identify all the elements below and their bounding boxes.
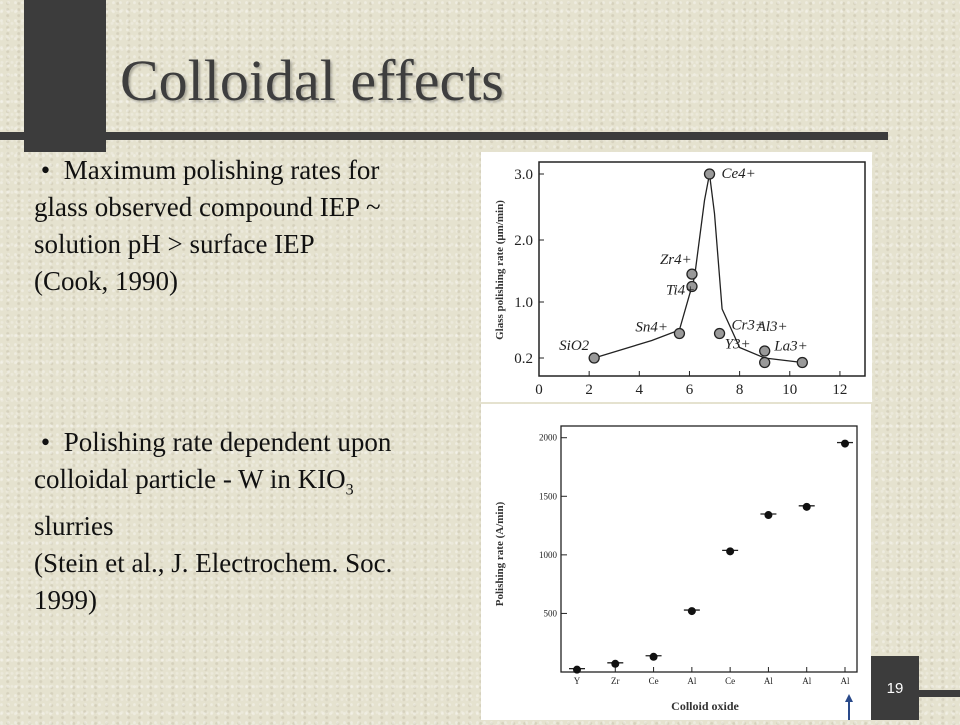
x-tick-label: Ce	[649, 676, 659, 686]
x-tick-label: 10	[782, 382, 797, 398]
data-point	[759, 345, 771, 357]
x-tick-label: Y	[574, 676, 581, 686]
bullet-2-text-2: colloidal particle - W in KIO	[34, 464, 346, 494]
y-tick-label: 1000	[539, 550, 558, 560]
bullet-2-line-3: slurries	[34, 511, 114, 542]
data-point	[841, 439, 849, 448]
point-label: Y3+	[725, 337, 751, 353]
bullet-2-line-2: colloidal particle - W in KIO3	[34, 461, 474, 508]
data-point	[649, 652, 658, 661]
plot-frame	[560, 425, 858, 673]
bullet-1-line-4: (Cook, 1990)	[34, 266, 178, 296]
x-tick-label: Al	[764, 676, 773, 686]
plot-frame	[538, 161, 866, 377]
data-point	[759, 356, 771, 369]
footer-accent-box	[871, 656, 919, 720]
y-axis-label: Glass polishing rate (μm/min)	[494, 200, 506, 340]
data-point	[764, 511, 773, 520]
point-label: La3+	[773, 339, 807, 355]
x-tick-label: 8	[736, 382, 744, 398]
data-point	[611, 659, 620, 668]
y-tick-label: 1500	[539, 491, 558, 501]
x-tick-label: 4	[636, 382, 644, 398]
data-point	[588, 352, 600, 364]
title-rule	[0, 132, 888, 140]
x-axis-label: Colloid oxide	[671, 699, 739, 713]
point-label: Ti4+	[666, 283, 695, 299]
point-label: SiO2	[559, 338, 590, 354]
indicator-arrow-head	[845, 694, 853, 702]
x-tick-label: 12	[832, 382, 847, 398]
y-tick-label: 2000	[539, 433, 558, 443]
page-number: 19	[886, 680, 904, 697]
data-point	[573, 665, 581, 674]
data-point	[686, 268, 698, 280]
data-point	[703, 168, 716, 180]
bullet-marker: •	[40, 155, 51, 185]
point-label: Cr3+	[732, 318, 765, 334]
subscript-3: 3	[345, 481, 354, 499]
x-tick-label: Zr	[611, 676, 620, 686]
x-tick-label: 0	[535, 382, 543, 398]
x-tick-label: Ce	[725, 676, 735, 686]
y-tick-label: 1.0	[514, 295, 533, 311]
bullet-2-text-1: Polishing rate dependent upon	[63, 427, 392, 457]
bullet-marker: •	[40, 427, 51, 457]
x-tick-label: 6	[686, 382, 694, 398]
chart-iep: 0 2 4 6 8 10 12 0.2 1.0 2.0 3.0 SiO2 Sn4+ Ti4+ Zr4+ Ce4…	[481, 152, 872, 423]
bullet-1-line-2: glass observed compound IEP ~	[34, 192, 381, 222]
data-point	[802, 502, 811, 511]
y-tick-label: 2.0	[514, 233, 533, 249]
bullet-1-line-3: solution pH > surface IEP	[34, 229, 315, 259]
chart-colloid: 500 1000 1500 2000 Y Zr Ce Al Ce Al Al Al Polishing …	[481, 404, 871, 720]
data-point	[726, 547, 735, 556]
bullet-2-line-5: 1999)	[34, 585, 97, 616]
data-point	[673, 327, 686, 340]
y-tick-label: 0.2	[514, 351, 533, 367]
point-label: Sn4+	[635, 320, 668, 336]
point-label: Al3+	[756, 319, 788, 335]
bullet-1-line-1: • Maximum polishing rates for	[34, 152, 474, 189]
x-tick-label: Al	[687, 676, 696, 686]
bullet-2-line-1: • Polishing rate dependent upon	[34, 424, 474, 461]
chart-iep-svg: 0 2 4 6 8 10 12 0.2 1.0 2.0 3.0 SiO2 Sn4+ Ti4+ Zr4+ Ce4…	[494, 161, 866, 423]
data-point	[713, 327, 726, 340]
point-label: Zr4+	[660, 252, 692, 268]
data-point	[686, 280, 698, 293]
y-axis-label: Polishing rate (A/min)	[494, 501, 506, 606]
x-tick-label: Al	[802, 676, 811, 686]
bullet-2: • Polishing rate dependent upon colloida…	[34, 424, 474, 619]
x-tick-label: Al	[841, 676, 850, 686]
footer-rule	[918, 690, 960, 697]
x-tick-label: 2	[585, 382, 593, 398]
bullet-1: • Maximum polishing rates for glass obse…	[34, 152, 474, 300]
slide-title: Colloidal effects	[120, 48, 504, 113]
title-accent-bar	[24, 0, 106, 152]
bullet-1-text-1: Maximum polishing rates for	[63, 155, 380, 185]
chart-colloid-svg: 500 1000 1500 2000 Y Zr Ce Al Ce Al Al Al Polishing …	[494, 425, 858, 720]
point-label: Ce4+	[722, 166, 756, 182]
bullet-2-line-4: (Stein et al., J. Electrochem. Soc.	[34, 548, 393, 579]
y-tick-label: 3.0	[514, 167, 533, 183]
data-point	[687, 607, 696, 616]
y-tick-label: 500	[544, 608, 558, 618]
data-point	[796, 356, 808, 369]
